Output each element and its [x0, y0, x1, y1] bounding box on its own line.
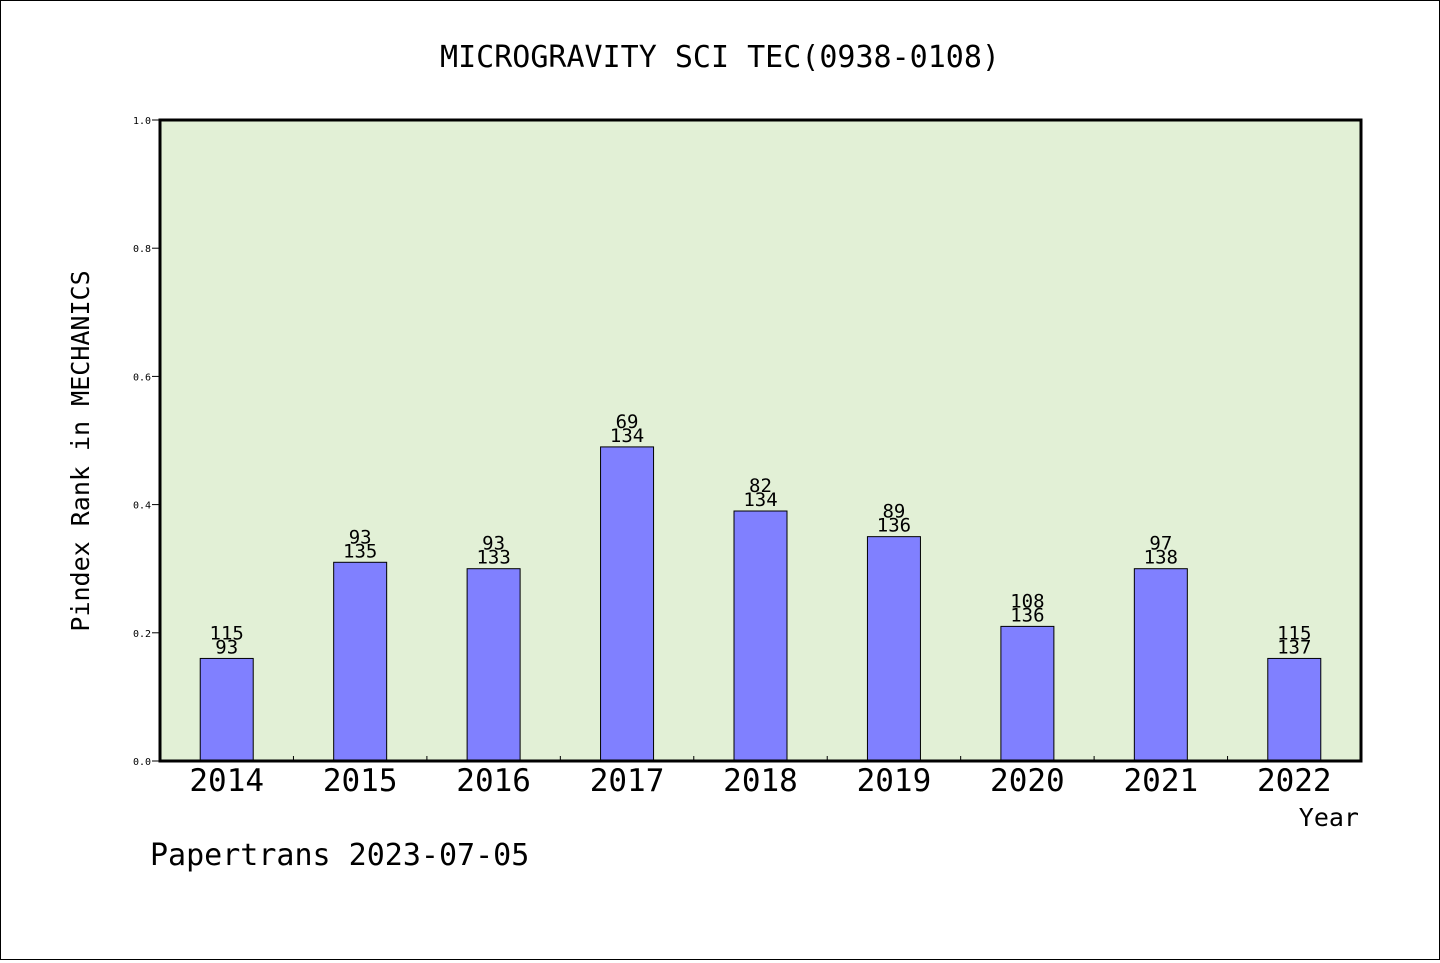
- y-tick-label: 1.0: [133, 116, 151, 127]
- bar: [1267, 657, 1322, 762]
- bars: [199, 446, 1322, 762]
- x-axis: 2014 2015 2016 2017 2018 2019 2020 2021 2022: [189, 756, 1332, 799]
- x-tick-label: 2014: [189, 763, 264, 799]
- x-tick-label: 2018: [723, 763, 798, 799]
- x-tick-label: 2022: [1257, 763, 1332, 799]
- x-axis-label: Year: [1299, 803, 1359, 832]
- x-tick-label: 2021: [1124, 763, 1199, 799]
- y-tick-label: 0.8: [133, 244, 151, 255]
- bar: [333, 561, 388, 762]
- y-axis-label: Pindex Rank in MECHANICS: [66, 270, 95, 631]
- x-tick-label: 2020: [990, 763, 1065, 799]
- bar-label-bottom: 136: [877, 515, 911, 537]
- bar-label-bottom: 137: [1277, 636, 1311, 658]
- plot-border: [158, 118, 1363, 763]
- bar-label-bottom: 138: [1144, 547, 1178, 569]
- bar-label-bottom: 93: [215, 636, 238, 658]
- bar-label-top: 93: [349, 526, 372, 548]
- bar-label-bottom: 134: [743, 489, 777, 511]
- bar: [866, 536, 921, 762]
- bar: [199, 657, 254, 762]
- bar: [600, 446, 655, 762]
- bar-label-top: 97: [1149, 533, 1172, 555]
- bar: [1000, 625, 1055, 762]
- y-tick-label: 0.0: [133, 757, 151, 768]
- bar: [466, 568, 521, 762]
- bar-label-bottom: 136: [1010, 604, 1044, 626]
- bar-label-top: 115: [1277, 622, 1311, 644]
- bar-label-top: 108: [1010, 590, 1044, 612]
- x-tick-label: 2015: [323, 763, 398, 799]
- bar-label-top: 69: [616, 411, 639, 433]
- x-tick-label: 2016: [456, 763, 531, 799]
- y-axis: 0.0 0.2 0.4 0.6 0.8 1.0: [133, 116, 160, 768]
- y-tick-label: 0.2: [133, 629, 151, 640]
- footer-credit: Papertrans 2023-07-05: [150, 838, 529, 873]
- bar-label-top: 115: [210, 622, 244, 644]
- bar: [733, 510, 788, 762]
- chart-title: MICROGRAVITY SCI TEC(0938-0108): [440, 40, 1000, 75]
- bar-label-top: 82: [749, 475, 772, 497]
- bar-label-bottom: 135: [343, 540, 377, 562]
- bar-label-top: 89: [882, 501, 905, 523]
- bar-label-bottom: 134: [610, 425, 644, 447]
- bar: [1133, 568, 1188, 762]
- x-tick-label: 2019: [857, 763, 932, 799]
- bar-label-bottom: 133: [476, 547, 510, 569]
- bar-label-top: 93: [482, 533, 505, 555]
- y-tick-label: 0.4: [133, 501, 151, 512]
- y-tick-label: 0.6: [133, 372, 151, 383]
- x-tick-label: 2017: [590, 763, 665, 799]
